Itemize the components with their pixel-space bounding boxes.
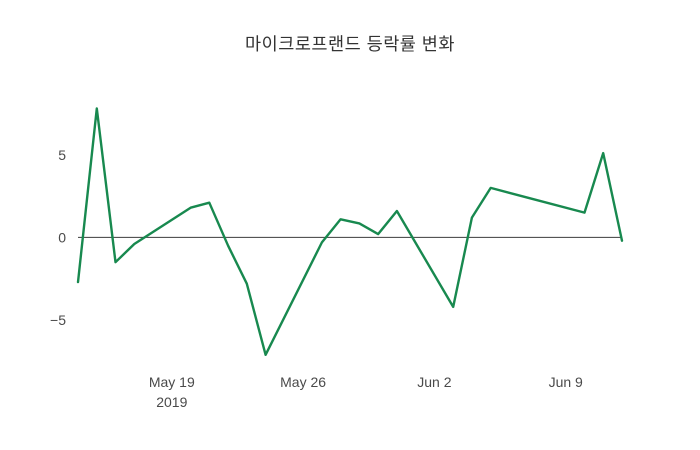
x-tick-label: May 19	[149, 374, 195, 390]
x-tick-sublabel: 2019	[156, 394, 187, 410]
series-line	[76, 107, 624, 356]
chart-title: 마이크로프랜드 등락률 변화	[245, 34, 455, 54]
x-tick-label: Jun 2	[417, 374, 451, 390]
y-tick-label: −5	[50, 312, 66, 328]
x-tick-label: May 26	[280, 374, 326, 390]
y-tick-label: 0	[58, 229, 66, 245]
x-tick-label: Jun 9	[549, 374, 583, 390]
y-tick-label: 5	[58, 147, 66, 163]
